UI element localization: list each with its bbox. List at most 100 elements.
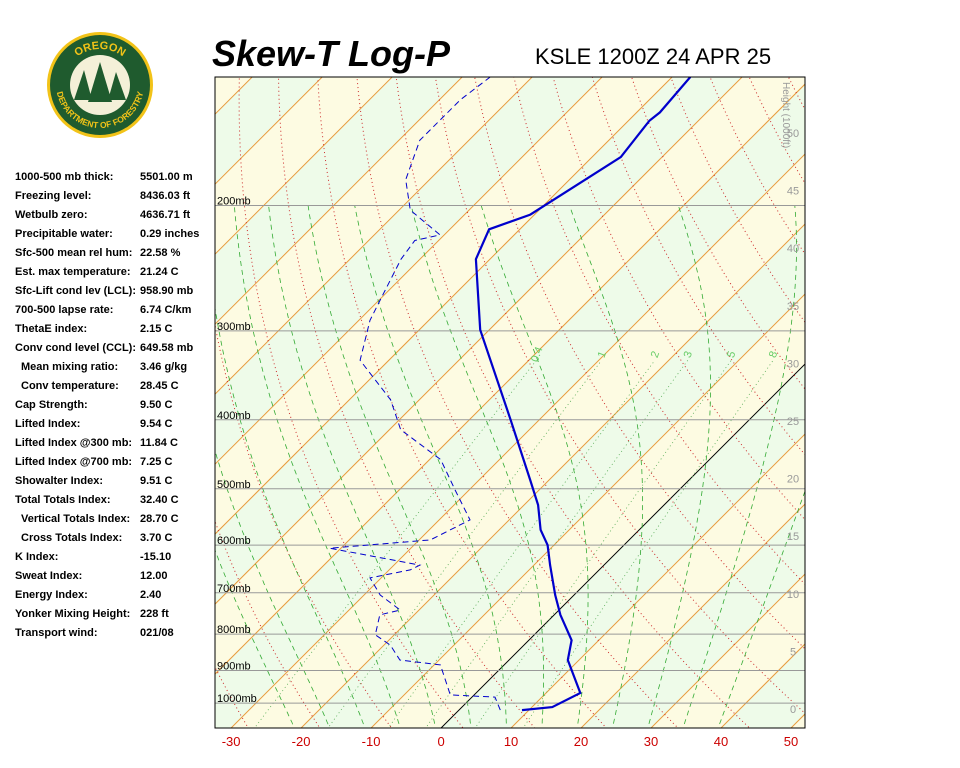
index-value: 6.74 C/km xyxy=(140,304,192,316)
index-label: Sfc-500 mean rel hum: xyxy=(15,247,132,259)
mixing-ratio-label: 0.4 xyxy=(529,345,546,363)
index-value: 958.90 mb xyxy=(140,285,193,297)
dry-adiabat xyxy=(238,77,464,728)
moist-adiabat xyxy=(215,449,331,728)
index-value: 5501.00 m xyxy=(140,171,193,183)
moist-adiabat xyxy=(354,205,507,728)
index-value: 3.70 C xyxy=(140,532,172,544)
index-value: 28.70 C xyxy=(140,513,179,525)
index-value: 21.24 C xyxy=(140,266,179,278)
dry-adiabat xyxy=(474,77,805,650)
index-label: Mean mixing ratio: xyxy=(21,361,118,373)
logo: OREGON DEPARTMENT OF FORESTRY xyxy=(47,32,153,138)
x-tick-label: -30 xyxy=(222,734,241,749)
moist-adiabat xyxy=(480,205,589,728)
temperature-line xyxy=(474,77,692,712)
moist-adiabat xyxy=(268,205,437,728)
index-label: 700-500 lapse rate: xyxy=(15,304,113,316)
pressure-label: 700mb xyxy=(217,583,251,595)
isotherm xyxy=(215,77,603,465)
height-tick-label: 20 xyxy=(787,474,799,486)
x-tick-label: 40 xyxy=(714,734,728,749)
dry-adiabat xyxy=(860,0,960,746)
height-tick-label: 30 xyxy=(787,358,799,370)
moist-adiabat xyxy=(717,490,805,728)
index-label: Lifted Index @300 mb: xyxy=(15,437,132,449)
chart-subtitle: KSLE 1200Z 24 APR 25 xyxy=(535,44,771,69)
index-value: -15.10 xyxy=(140,551,171,563)
pressure-label: 800mb xyxy=(217,624,251,636)
index-label: Transport wind: xyxy=(15,627,98,639)
height-tick-label: 5 xyxy=(790,646,796,658)
dry-adiabat xyxy=(513,77,805,585)
isotherm xyxy=(215,77,743,605)
isotherm xyxy=(215,77,393,255)
height-tick-label: 10 xyxy=(787,589,799,601)
dry-adiabat xyxy=(631,77,805,390)
logo-top-text: OREGON xyxy=(72,40,127,59)
dry-adiabat xyxy=(215,519,321,728)
moist-adiabat xyxy=(569,205,643,728)
isotherm xyxy=(580,503,805,728)
index-value: 3.46 g/kg xyxy=(140,361,187,373)
index-label: Showalter Index: xyxy=(15,475,103,487)
axes: 1000mb 900mb 800mb 700mb 600mb 500mb 400mb 300m… xyxy=(217,82,799,749)
index-value: 2.40 xyxy=(140,589,161,601)
index-value: 021/08 xyxy=(140,627,174,639)
index-label: K Index: xyxy=(15,551,58,563)
x-tick-label: -10 xyxy=(362,734,381,749)
isotherm xyxy=(215,77,533,395)
mixing-ratio-label: 2 xyxy=(649,350,662,360)
temp-band xyxy=(215,77,805,675)
index-label: Sfc-Lift cond lev (LCL): xyxy=(15,285,136,297)
index-label: Vertical Totals Index: xyxy=(21,513,130,525)
x-tick-label: 20 xyxy=(574,734,588,749)
height-tick-label: 25 xyxy=(787,416,799,428)
isotherm xyxy=(215,77,673,535)
x-tick-label: 50 xyxy=(784,734,798,749)
index-label: Sweat Index: xyxy=(15,570,82,582)
index-label: ThetaE index: xyxy=(15,323,87,335)
pressure-label: 300mb xyxy=(217,321,251,333)
dry-adiabat xyxy=(395,77,751,728)
index-label: Precipitable water: xyxy=(15,228,113,240)
mixing-ratio-label: 1 xyxy=(596,350,609,360)
index-value: 0.29 inches xyxy=(140,228,199,240)
moist-adiabat xyxy=(215,305,366,728)
index-value: 7.25 C xyxy=(140,456,172,468)
pressure-label: 400mb xyxy=(217,410,251,422)
index-label: Wetbulb zero: xyxy=(15,209,88,221)
isotherm xyxy=(215,83,805,675)
index-label: Energy Index: xyxy=(15,589,88,601)
index-label: Cap Strength: xyxy=(15,399,88,411)
height-tick-label: 35 xyxy=(787,301,799,313)
index-value: 11.84 C xyxy=(140,437,178,449)
moist-adiabat xyxy=(682,205,797,728)
plot-area: 0.4 1 2 3 5 8 xyxy=(215,0,960,746)
logo-trees xyxy=(74,62,126,102)
isotherm xyxy=(230,153,805,728)
pressure-label: 600mb xyxy=(217,535,251,547)
plot-frame xyxy=(214,76,806,729)
dewpoint-line xyxy=(329,77,501,711)
temp-band xyxy=(215,84,805,728)
index-label: Yonker Mixing Height: xyxy=(15,608,130,620)
pressure-label: 1000mb xyxy=(217,693,257,705)
index-label: Lifted Index: xyxy=(15,418,80,430)
index-label: 1000-500 mb thick: xyxy=(15,171,113,183)
moist-adiabat xyxy=(307,205,472,728)
index-value: 9.51 C xyxy=(140,475,172,487)
x-tick-label: 0 xyxy=(437,734,444,749)
indices-table: 1000-500 mb thick: 5501.00 m Freezing leve… xyxy=(15,171,199,639)
mixing-ratio-line xyxy=(474,360,732,728)
isotherm xyxy=(300,223,805,728)
moist-adiabat xyxy=(410,205,544,728)
mixing-ratio-label: 3 xyxy=(682,350,695,360)
index-value: 4636.71 ft xyxy=(140,209,190,221)
index-label: Est. max temperature: xyxy=(15,266,131,278)
index-value: 8436.03 ft xyxy=(140,190,190,202)
index-value: 9.54 C xyxy=(140,418,172,430)
chart-title: Skew-T Log-P xyxy=(212,33,451,74)
index-value: 32.40 C xyxy=(140,494,179,506)
